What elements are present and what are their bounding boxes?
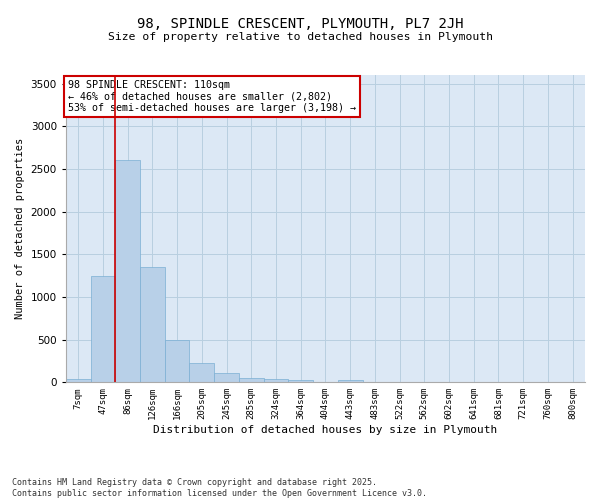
Text: Size of property relative to detached houses in Plymouth: Size of property relative to detached ho… xyxy=(107,32,493,42)
Text: 98, SPINDLE CRESCENT, PLYMOUTH, PL7 2JH: 98, SPINDLE CRESCENT, PLYMOUTH, PL7 2JH xyxy=(137,18,463,32)
Text: Contains HM Land Registry data © Crown copyright and database right 2025.
Contai: Contains HM Land Registry data © Crown c… xyxy=(12,478,427,498)
Bar xyxy=(115,160,140,382)
Y-axis label: Number of detached properties: Number of detached properties xyxy=(15,138,25,320)
Bar xyxy=(239,378,263,382)
X-axis label: Distribution of detached houses by size in Plymouth: Distribution of detached houses by size … xyxy=(153,425,497,435)
Bar xyxy=(289,380,313,382)
Bar xyxy=(66,379,91,382)
Bar xyxy=(91,276,115,382)
Bar xyxy=(338,380,362,382)
Bar xyxy=(214,373,239,382)
Bar xyxy=(190,362,214,382)
Bar xyxy=(165,340,190,382)
Bar xyxy=(263,379,289,382)
Text: 98 SPINDLE CRESCENT: 110sqm
← 46% of detached houses are smaller (2,802)
53% of : 98 SPINDLE CRESCENT: 110sqm ← 46% of det… xyxy=(68,80,356,113)
Bar xyxy=(140,267,165,382)
